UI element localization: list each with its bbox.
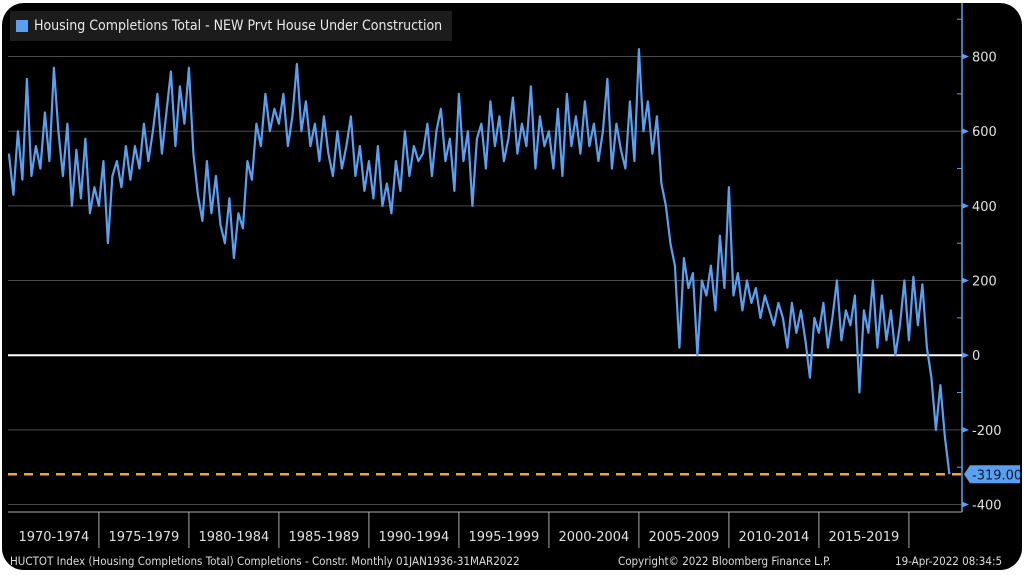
- line-chart: 800 600 400 200 0 -200 -400 -319.00 1970-1974 197…: [2, 3, 1022, 570]
- footer-copyright: Copyright© 2022 Bloomberg Finance L.P.: [618, 554, 831, 568]
- x-band-label: 2000-2004: [558, 530, 629, 545]
- y-tick-label: -200: [972, 424, 1002, 439]
- y-tick-marker: [962, 501, 969, 508]
- x-band-label: 1995-1999: [468, 530, 539, 545]
- y-tick-marker: [962, 277, 969, 284]
- series-line: [7, 47, 951, 475]
- last-value-badge: [964, 465, 1020, 484]
- legend-swatch: [16, 20, 28, 32]
- x-band-label: 1975-1979: [108, 530, 179, 545]
- chart-frame: 800 600 400 200 0 -200 -400 -319.00 1970-1974 197…: [2, 3, 1022, 570]
- x-band-label: 1980-1984: [198, 530, 269, 545]
- y-tick-label: 0: [972, 349, 980, 364]
- x-band-label: 1985-1989: [288, 530, 359, 545]
- footer-source: HUCTOT Index (Housing Completions Total)…: [10, 554, 520, 568]
- y-tick-marker: [962, 202, 969, 209]
- y-tick-marker: [962, 426, 969, 433]
- y-tick-label: 800: [972, 51, 997, 66]
- x-band-label: 2015-2019: [828, 530, 899, 545]
- y-tick-label: 600: [972, 125, 997, 140]
- legend-label: Housing Completions Total - NEW Prvt Hou…: [34, 18, 443, 34]
- y-tick-marker: [962, 128, 969, 135]
- x-band-label: 1990-1994: [378, 530, 449, 545]
- x-band-label: 2005-2009: [648, 530, 719, 545]
- y-tick-marker: [962, 53, 969, 60]
- footer-band: [2, 549, 1022, 570]
- x-band-label: 2010-2014: [738, 530, 809, 545]
- y-tick-label: 400: [972, 200, 997, 215]
- y-tick-label: -400: [972, 499, 1002, 514]
- y-tick-label: 200: [972, 275, 997, 290]
- y-tick-marker: [962, 352, 969, 359]
- footer-timestamp: 19-Apr-2022 08:34:5: [895, 554, 1003, 568]
- last-value-label: -319.00: [972, 468, 1022, 483]
- x-band-label: 1970-1974: [18, 530, 89, 545]
- legend: Housing Completions Total - NEW Prvt Hou…: [10, 11, 453, 41]
